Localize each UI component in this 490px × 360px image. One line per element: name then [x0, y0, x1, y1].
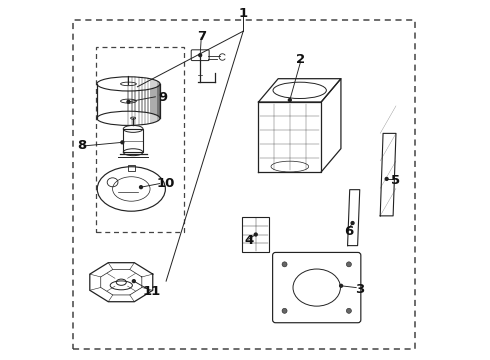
Circle shape [346, 262, 351, 267]
Circle shape [282, 308, 287, 313]
Text: 2: 2 [296, 53, 305, 66]
Circle shape [351, 222, 354, 225]
Circle shape [121, 141, 124, 144]
Circle shape [385, 177, 388, 180]
Text: 3: 3 [355, 283, 365, 296]
Bar [96, 47, 184, 232]
Text: 5: 5 [391, 174, 400, 186]
Bar [123, 129, 143, 152]
Text: 4: 4 [244, 234, 253, 247]
Text: 7: 7 [197, 30, 206, 43]
Circle shape [140, 186, 143, 189]
Bar [242, 217, 270, 252]
Circle shape [340, 284, 343, 287]
Text: 9: 9 [158, 91, 167, 104]
Circle shape [132, 280, 135, 283]
Text: 6: 6 [344, 225, 354, 238]
Bar [128, 165, 135, 171]
Circle shape [282, 262, 287, 267]
Text: 1: 1 [239, 7, 248, 20]
Text: 8: 8 [77, 139, 86, 152]
Circle shape [289, 99, 291, 102]
Circle shape [346, 308, 351, 313]
Circle shape [127, 100, 130, 103]
Text: 11: 11 [143, 285, 161, 298]
Circle shape [199, 54, 201, 57]
Text: 10: 10 [157, 177, 175, 190]
Circle shape [254, 233, 257, 236]
